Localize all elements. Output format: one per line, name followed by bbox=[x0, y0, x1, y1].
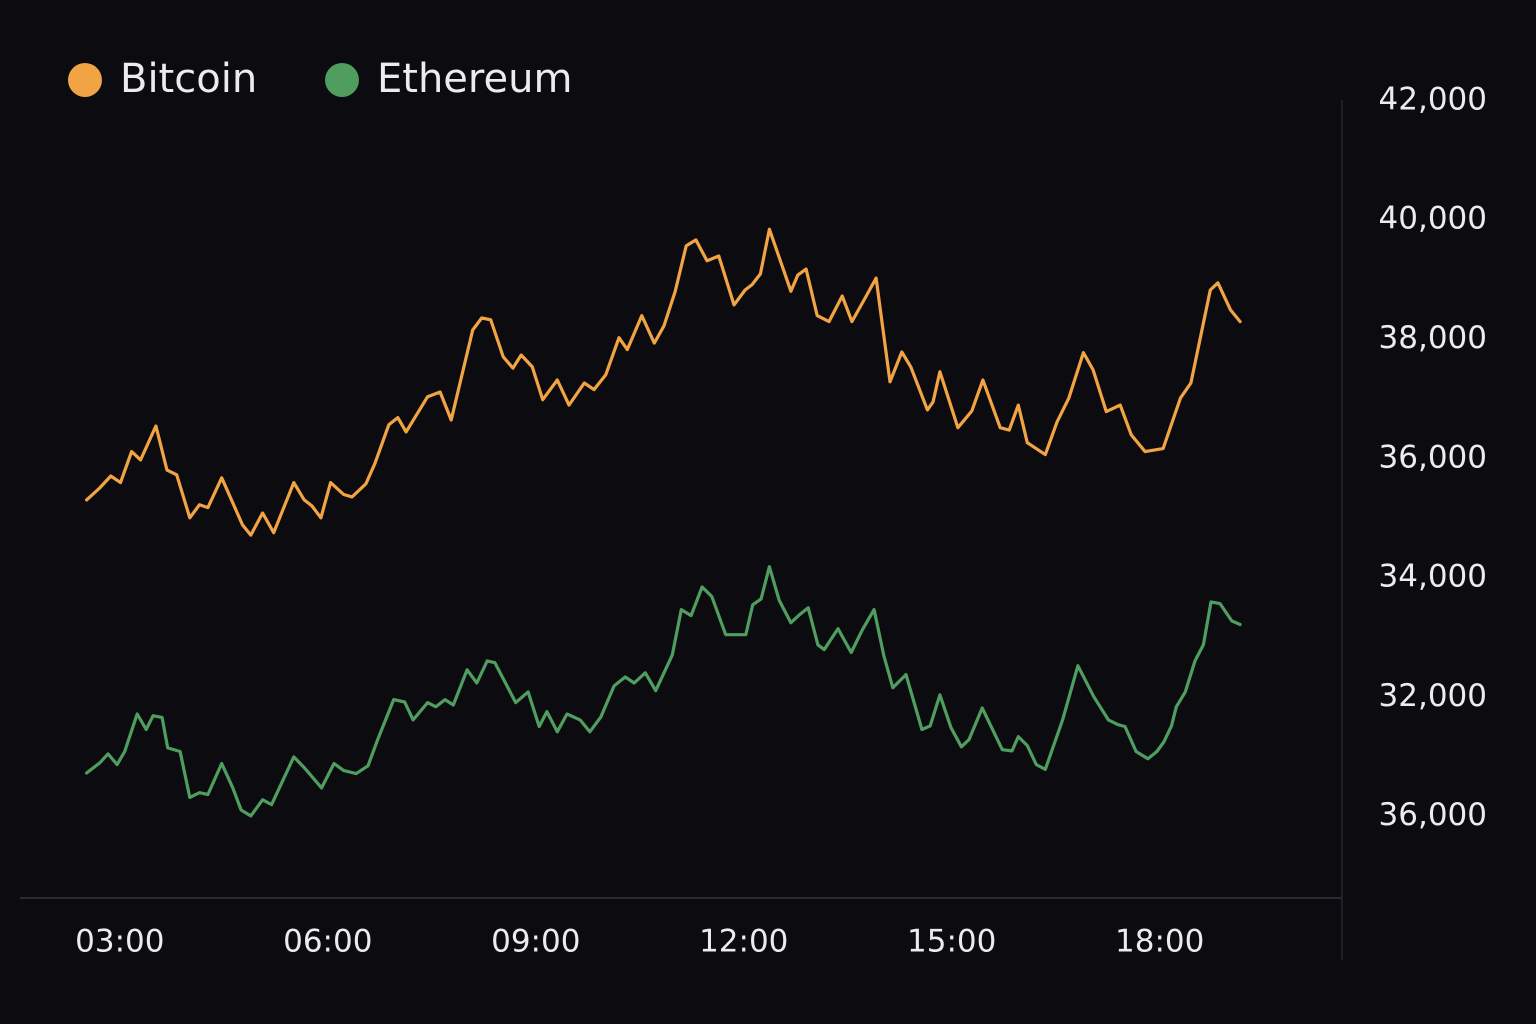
legend-label: Bitcoin bbox=[120, 56, 257, 102]
legend-swatch bbox=[68, 63, 102, 97]
x-tick-label: 06:00 bbox=[283, 924, 372, 960]
x-tick-label: 15:00 bbox=[907, 924, 996, 960]
x-tick-label: 18:00 bbox=[1115, 924, 1204, 960]
x-tick-label: 12:00 bbox=[699, 924, 788, 960]
x-tick-label: 03:00 bbox=[75, 924, 164, 960]
x-tick-label: 09:00 bbox=[491, 924, 580, 960]
y-tick-label: 36,000 bbox=[1379, 797, 1487, 833]
legend-swatch bbox=[325, 63, 359, 97]
y-tick-label: 40,000 bbox=[1379, 201, 1487, 237]
y-tick-label: 32,000 bbox=[1379, 678, 1487, 714]
y-tick-label: 36,000 bbox=[1379, 439, 1487, 475]
series-line bbox=[85, 227, 1242, 537]
legend-label: Ethereum bbox=[377, 56, 572, 102]
y-tick-label: 38,000 bbox=[1379, 320, 1487, 356]
y-tick-label: 34,000 bbox=[1379, 559, 1487, 595]
y-tick-label: 42,000 bbox=[1379, 81, 1487, 117]
series-line bbox=[85, 565, 1242, 818]
